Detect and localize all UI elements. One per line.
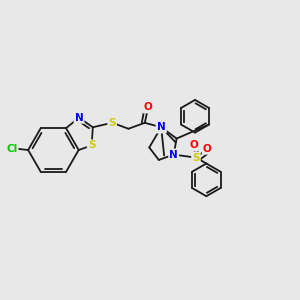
Text: S: S (88, 140, 95, 151)
Text: O: O (203, 144, 212, 154)
Text: N: N (157, 122, 166, 132)
Text: S: S (192, 153, 200, 163)
Text: N: N (169, 150, 178, 160)
Text: O: O (189, 140, 198, 150)
Text: N: N (157, 122, 166, 132)
Text: O: O (143, 102, 152, 112)
Text: Cl: Cl (6, 143, 17, 154)
Text: N: N (75, 112, 83, 123)
Text: S: S (108, 118, 116, 128)
